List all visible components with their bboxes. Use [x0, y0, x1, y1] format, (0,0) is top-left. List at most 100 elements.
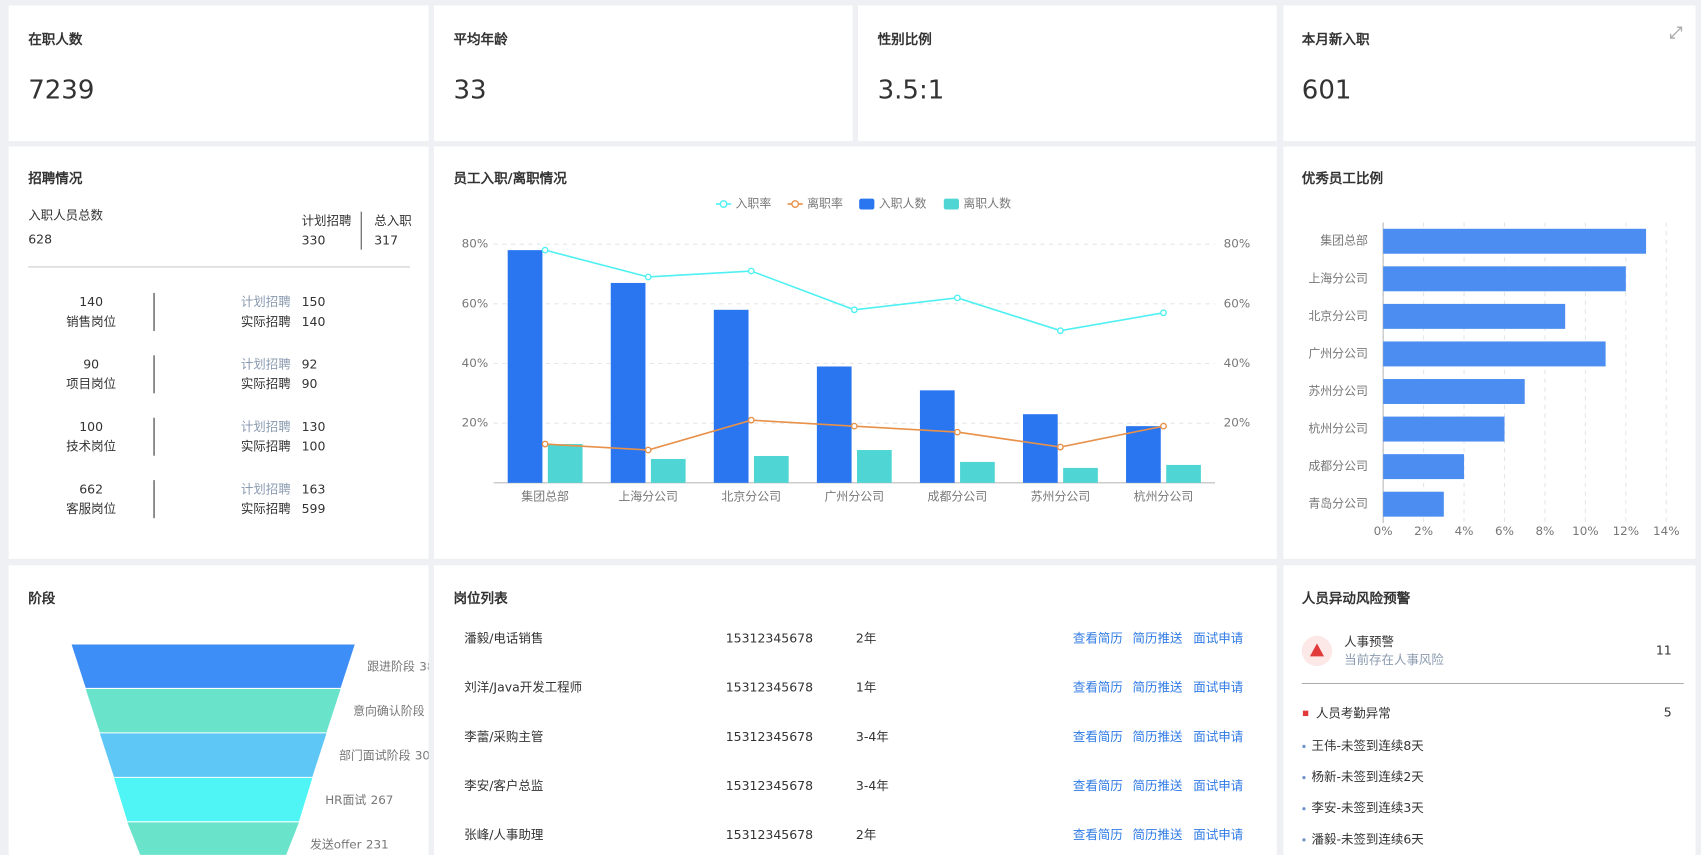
bar [1383, 303, 1566, 329]
total-label: 入职人员总数 [28, 207, 103, 222]
kpi-label: 平均年龄 [453, 31, 508, 48]
y-tick-label: 成都分公司 [1308, 459, 1368, 473]
funnel-label-name: 发送offer [310, 837, 362, 851]
card [858, 5, 1277, 142]
card [433, 146, 1277, 559]
action-link[interactable]: 面试申请 [1193, 680, 1243, 695]
legend-label: 离职率 [807, 197, 843, 211]
action-link[interactable]: 简历推送 [1133, 729, 1183, 744]
action-link[interactable]: 简历推送 [1133, 778, 1183, 793]
row-count: 662 [79, 481, 103, 496]
y-tick-label: 广州分公司 [1308, 346, 1368, 360]
position-phone: 15312345678 [726, 778, 813, 793]
bar [1383, 416, 1505, 442]
bar [1383, 454, 1465, 480]
bar [1383, 341, 1606, 367]
point [541, 246, 549, 254]
action-link[interactable]: 面试申请 [1193, 729, 1243, 744]
funnel-label: 意向确认阶段343 [353, 704, 452, 718]
card [1283, 565, 1696, 855]
row-plan: 130 [302, 419, 326, 434]
bar [1063, 467, 1098, 483]
action-link[interactable]: 查看简历 [1073, 631, 1123, 646]
row-plan-label: 计划招聘 [241, 419, 291, 434]
funnel-label-value: 267 [371, 793, 394, 807]
expand-arrow[interactable] [1669, 26, 1683, 39]
bar [857, 450, 892, 483]
kpi-value: 7239 [28, 76, 94, 106]
row-plan-label: 计划招聘 [241, 357, 291, 372]
action-link[interactable]: 面试申请 [1193, 631, 1243, 646]
x-tick-label: 北京分公司 [721, 489, 781, 503]
legend-marker [859, 198, 875, 210]
point [1160, 422, 1167, 430]
kpi-label: 在职人数 [28, 31, 83, 48]
row-plan-label: 计划招聘 [241, 294, 291, 309]
row-name: 客服岗位 [66, 501, 116, 516]
action-link[interactable]: 查看简历 [1073, 827, 1123, 842]
card [1283, 5, 1696, 142]
y-tick-label: 青岛分公司 [1308, 497, 1368, 511]
kpi-label: 性别比例 [878, 31, 932, 48]
funnel-label: 发送offer 231 [310, 837, 389, 851]
point [541, 440, 549, 448]
legend-marker [719, 200, 728, 208]
row-count: 90 [83, 357, 99, 372]
alert-title: 人事预警 [1344, 634, 1394, 649]
x-tick-label: 6% [1495, 524, 1514, 538]
card [433, 565, 1277, 855]
y-tick-label: 杭州分公司 [1308, 422, 1368, 436]
action-link[interactable]: 简历推送 [1133, 631, 1183, 646]
action-link[interactable]: 查看简历 [1073, 680, 1123, 695]
point [747, 416, 755, 424]
action-link[interactable]: 查看简历 [1073, 729, 1123, 744]
total-value: 628 [28, 231, 52, 246]
position-phone: 15312345678 [726, 680, 813, 695]
x-tick-label: 苏州分公司 [1031, 489, 1091, 503]
bar [1126, 426, 1161, 483]
row-actual: 140 [302, 314, 326, 329]
expand-icon[interactable] [1669, 26, 1683, 39]
attendance-item: 李安-未签到连续3天 [1312, 800, 1425, 815]
funnel-label-name: HR面试 [325, 793, 366, 807]
funnel: 跟进阶段 381 意向确认阶段343 部门面试阶段 305 HR面试 267 发送offer 2… [71, 644, 452, 855]
action-link[interactable]: 面试申请 [1193, 778, 1243, 793]
y-tick-label: 北京分公司 [1308, 309, 1368, 323]
action-link[interactable]: 面试申请 [1193, 827, 1243, 842]
row-plan: 92 [302, 357, 318, 372]
kpi-label: 本月新入职 [1302, 31, 1370, 48]
legend-marker [791, 200, 800, 208]
row-plan-label: 计划招聘 [241, 481, 291, 496]
legend-marker [943, 198, 959, 210]
position-phone: 15312345678 [726, 827, 813, 842]
funnel-label: HR面试 267 [325, 793, 393, 807]
bar [1166, 464, 1201, 483]
y-tick-label: 60% [462, 296, 489, 310]
chart-title: 员工入职/离职情况 [453, 170, 567, 187]
funnel-layer [113, 777, 313, 822]
point [850, 422, 858, 430]
position-years: 2年 [856, 631, 876, 646]
bar [1383, 266, 1626, 292]
row-actual-label: 实际招聘 [241, 439, 291, 454]
plan-value: 330 [302, 232, 326, 247]
row-actual: 90 [302, 376, 318, 391]
attendance-item: 杨新-未签到连续2天 [1312, 769, 1425, 784]
legend-label: 入职人数 [879, 197, 927, 211]
funnel-layer [127, 822, 300, 855]
alert-icon [1309, 643, 1325, 657]
row-plan: 163 [302, 481, 326, 496]
row-name: 技术岗位 [66, 439, 116, 454]
action-link[interactable]: 查看简历 [1073, 778, 1123, 793]
y-tick-label: 20% [462, 416, 489, 430]
position-years: 2年 [856, 827, 876, 842]
action-link[interactable]: 简历推送 [1133, 827, 1183, 842]
point [644, 273, 652, 281]
alert-count: 11 [1656, 642, 1672, 657]
position-years: 1年 [856, 680, 876, 695]
x-tick-label: 广州分公司 [824, 489, 884, 503]
action-link[interactable]: 简历推送 [1133, 680, 1183, 695]
funnel-label-value: 305 [415, 748, 438, 762]
point [1056, 443, 1064, 451]
